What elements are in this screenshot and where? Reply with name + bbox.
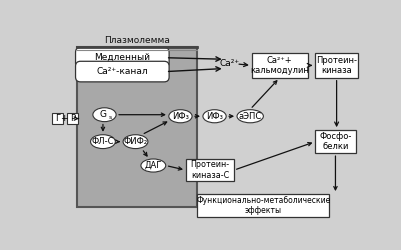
Bar bbox=[67, 113, 78, 124]
Bar bbox=[314, 130, 355, 153]
Bar bbox=[77, 47, 197, 207]
Text: Фосфо-
белки: Фосфо- белки bbox=[318, 132, 351, 151]
Bar bbox=[197, 194, 328, 217]
Text: ФЛ-С: ФЛ-С bbox=[91, 137, 114, 146]
Text: Плазмолемма: Плазмолемма bbox=[104, 36, 170, 44]
Ellipse shape bbox=[237, 110, 263, 123]
Text: ИФ₃: ИФ₃ bbox=[172, 112, 188, 121]
Ellipse shape bbox=[168, 110, 192, 123]
Text: Протеин-
киназа: Протеин- киназа bbox=[315, 56, 356, 75]
Text: G: G bbox=[99, 110, 106, 119]
Text: s: s bbox=[108, 115, 111, 120]
Text: Са²⁺-канал: Са²⁺-канал bbox=[96, 67, 148, 76]
Text: ФИФ₂: ФИФ₂ bbox=[123, 137, 147, 146]
Text: Протеин-
киназа-С: Протеин- киназа-С bbox=[190, 160, 229, 180]
Ellipse shape bbox=[90, 135, 115, 148]
Text: ДАГ: ДАГ bbox=[144, 161, 162, 170]
Ellipse shape bbox=[123, 135, 148, 148]
Text: Са²⁺+
кальмодулин: Са²⁺+ кальмодулин bbox=[249, 56, 308, 75]
FancyBboxPatch shape bbox=[75, 48, 169, 68]
Bar bbox=[314, 53, 357, 78]
FancyBboxPatch shape bbox=[75, 61, 169, 82]
Ellipse shape bbox=[203, 110, 226, 123]
Text: Р: Р bbox=[70, 114, 75, 123]
Text: Медленный: Медленный bbox=[94, 53, 150, 62]
Bar bbox=[185, 159, 233, 181]
Ellipse shape bbox=[141, 159, 165, 172]
Text: Г: Г bbox=[55, 114, 60, 123]
Text: Функционально-метаболические
эффекты: Функционально-метаболические эффекты bbox=[196, 196, 330, 215]
Text: аЭПС: аЭПС bbox=[238, 112, 261, 121]
Text: ИФ₃: ИФ₃ bbox=[206, 112, 223, 121]
Bar bbox=[251, 53, 307, 78]
Ellipse shape bbox=[93, 108, 116, 122]
Bar bbox=[52, 113, 63, 124]
Text: Са²⁺: Са²⁺ bbox=[219, 60, 239, 68]
Text: +: + bbox=[60, 114, 68, 123]
